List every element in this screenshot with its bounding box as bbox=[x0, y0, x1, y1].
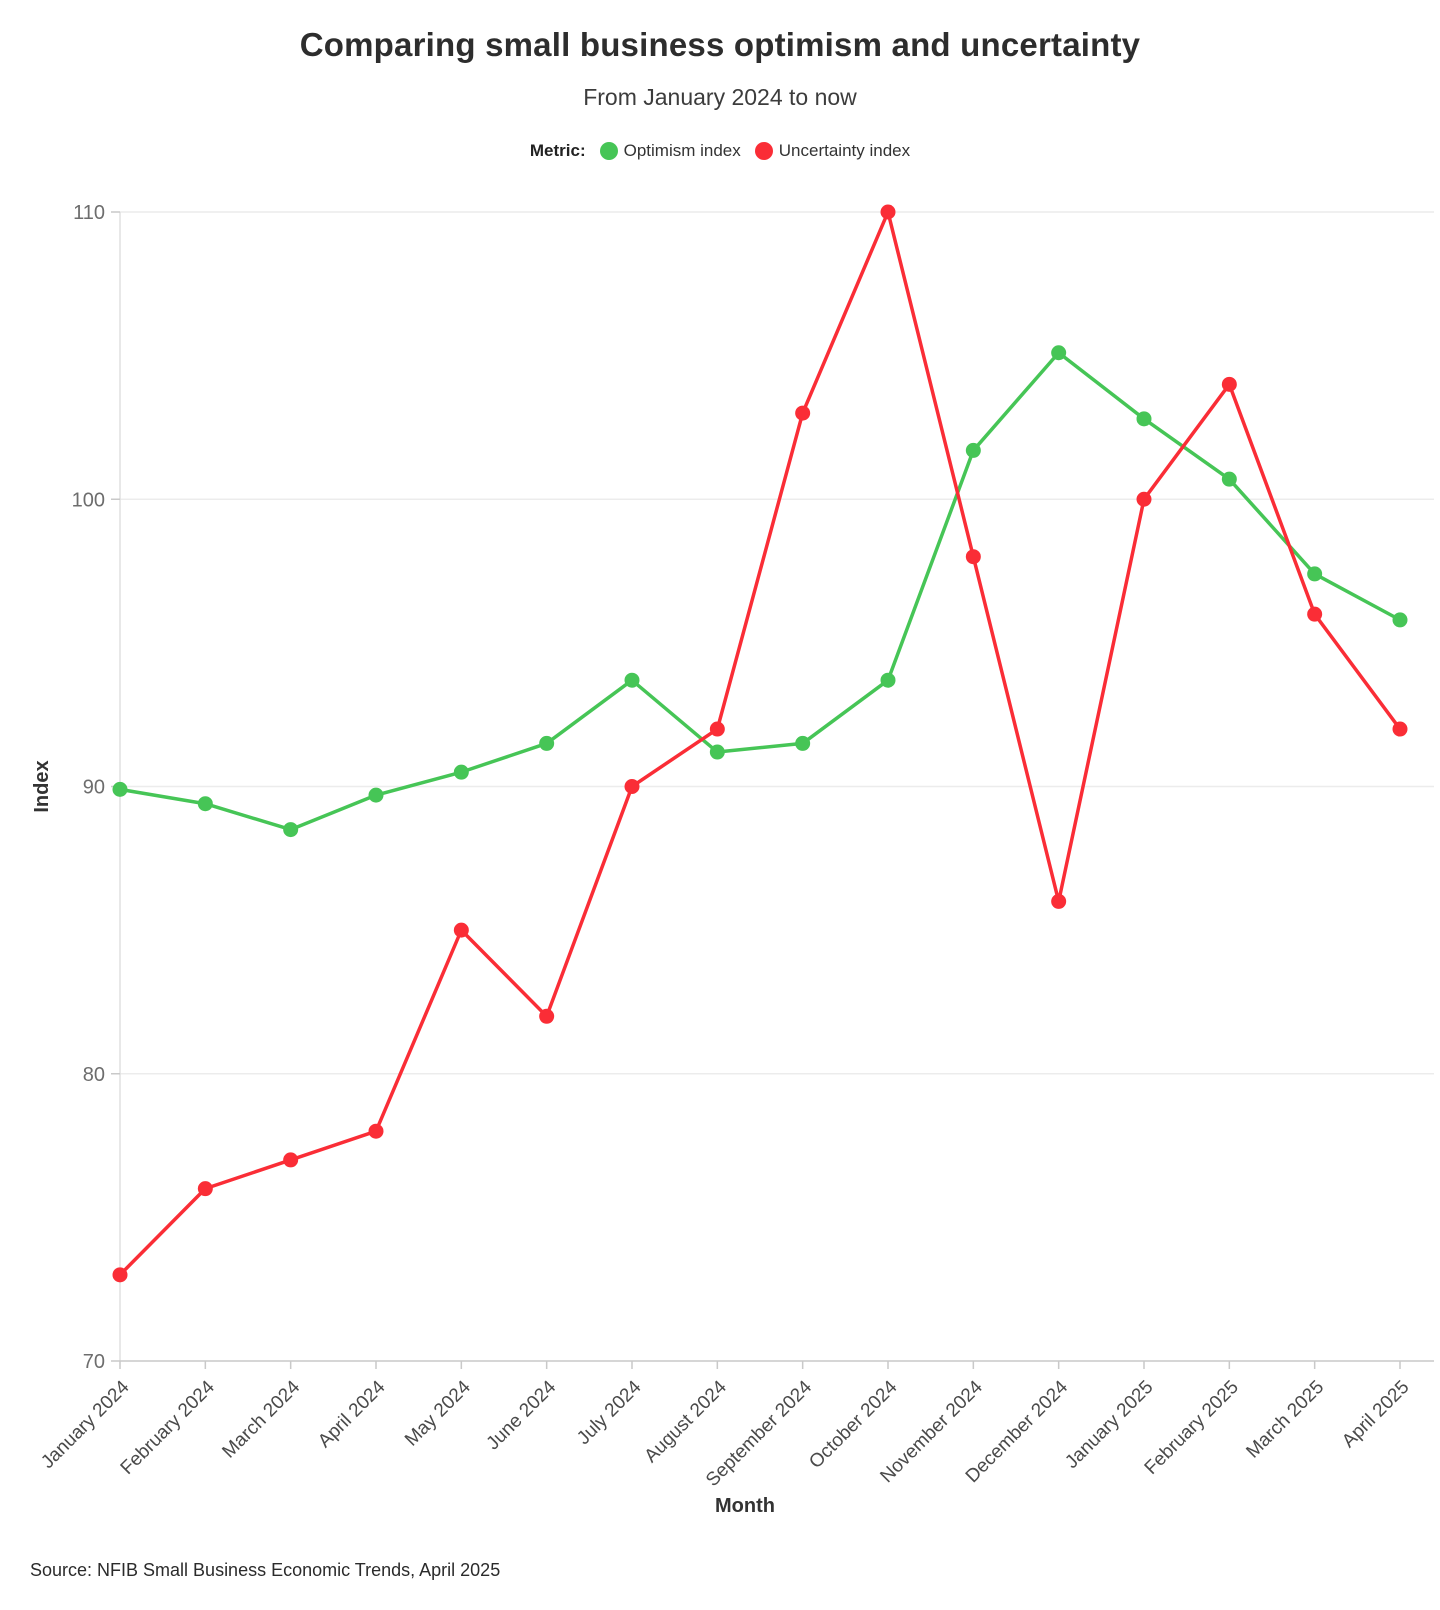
data-point-uncertainty bbox=[539, 1008, 555, 1024]
data-point-uncertainty bbox=[795, 405, 811, 421]
data-point-uncertainty bbox=[283, 1152, 299, 1168]
x-tick-label: January 2024 bbox=[37, 1376, 134, 1473]
data-point-optimism bbox=[1136, 411, 1152, 427]
y-tick-label: 100 bbox=[72, 489, 105, 511]
data-point-uncertainty bbox=[197, 1181, 213, 1197]
source-note: Source: NFIB Small Business Economic Tre… bbox=[30, 1560, 501, 1580]
uncertainty-dot-icon bbox=[754, 142, 773, 160]
data-point-optimism bbox=[1051, 345, 1067, 361]
x-tick-label: May 2024 bbox=[401, 1376, 475, 1450]
ticks bbox=[111, 211, 1401, 1369]
data-point-uncertainty bbox=[709, 721, 725, 737]
x-tick-label: June 2024 bbox=[483, 1376, 561, 1454]
data-point-optimism bbox=[197, 796, 213, 812]
legend-item-optimism: Optimism index bbox=[599, 141, 741, 161]
legend-metric-label: Metric: bbox=[529, 141, 586, 160]
series-line-optimism bbox=[118, 351, 1402, 832]
y-tick-label: 90 bbox=[83, 777, 105, 799]
data-point-optimism bbox=[453, 764, 469, 780]
data-point-optimism bbox=[112, 781, 128, 797]
axis-titles: Index Month bbox=[31, 760, 775, 1517]
x-tick-label: April 2025 bbox=[1338, 1377, 1413, 1452]
series bbox=[112, 204, 1408, 1283]
x-tick-label: March 2024 bbox=[218, 1376, 304, 1462]
data-point-optimism bbox=[624, 672, 640, 688]
data-point-uncertainty bbox=[624, 779, 640, 794]
legend-item-label: Uncertainty index bbox=[778, 141, 911, 160]
x-tick-label: August 2024 bbox=[641, 1376, 732, 1467]
y-tick-label: 80 bbox=[83, 1064, 105, 1086]
data-point-uncertainty bbox=[112, 1267, 128, 1283]
chart-title: Comparing small business optimism and un… bbox=[299, 26, 1141, 63]
data-point-uncertainty bbox=[1136, 491, 1152, 507]
data-point-uncertainty bbox=[1307, 606, 1323, 622]
data-point-optimism bbox=[1221, 471, 1237, 487]
data-point-optimism bbox=[368, 787, 384, 803]
data-point-uncertainty bbox=[880, 204, 896, 220]
data-point-optimism bbox=[1307, 566, 1323, 582]
series-line-uncertainty bbox=[118, 210, 1402, 1277]
data-point-optimism bbox=[539, 735, 555, 751]
y-tick-label: 110 bbox=[73, 202, 105, 224]
x-tick-label: October 2024 bbox=[805, 1376, 902, 1473]
data-point-uncertainty bbox=[453, 922, 469, 938]
chart-subtitle: From January 2024 to now bbox=[583, 84, 857, 110]
data-point-optimism bbox=[795, 735, 811, 751]
y-axis-title: Index bbox=[31, 760, 53, 812]
series-optimism bbox=[112, 345, 1408, 838]
x-tick-label: April 2024 bbox=[314, 1376, 390, 1452]
data-point-uncertainty bbox=[965, 549, 981, 565]
gridlines bbox=[120, 211, 1434, 1075]
data-point-optimism bbox=[880, 672, 896, 688]
data-point-optimism bbox=[965, 442, 981, 458]
chart-area: 70 80 90 100 110 January 2024 February 2024 Mar… bbox=[0, 180, 1440, 1550]
legend: Metric: Optimism index Uncertainty index bbox=[0, 141, 1440, 161]
x-tick-label: July 2024 bbox=[573, 1376, 646, 1449]
optimism-dot-icon bbox=[599, 142, 618, 160]
legend-item-label: Optimism index bbox=[623, 141, 741, 160]
data-point-uncertainty bbox=[1221, 376, 1237, 392]
data-point-uncertainty bbox=[1392, 721, 1408, 737]
data-point-optimism bbox=[1392, 612, 1408, 628]
data-point-optimism bbox=[709, 744, 725, 760]
data-point-optimism bbox=[283, 822, 299, 838]
x-tick-label: January 2025 bbox=[1061, 1377, 1157, 1473]
x-axis-title: Month bbox=[715, 1495, 775, 1517]
data-point-uncertainty bbox=[368, 1123, 384, 1139]
legend-item-uncertainty: Uncertainty index bbox=[754, 141, 911, 161]
data-point-uncertainty bbox=[1051, 893, 1067, 909]
y-tick-label: 70 bbox=[83, 1351, 105, 1373]
x-tick-label: March 2025 bbox=[1242, 1377, 1328, 1463]
series-uncertainty bbox=[112, 204, 1408, 1283]
